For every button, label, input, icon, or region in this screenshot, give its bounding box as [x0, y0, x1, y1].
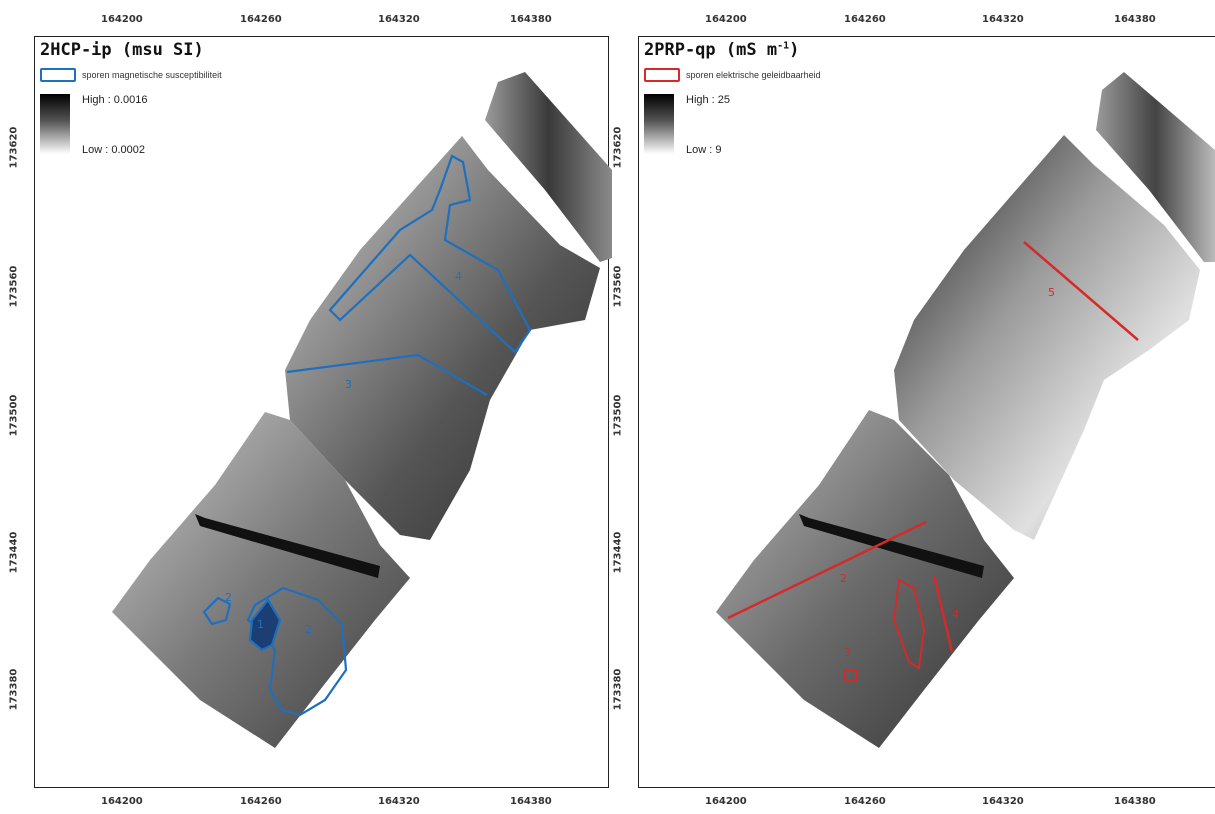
- map-panel-magnetic: 164200 164260 164320 164380 164200 16426…: [0, 0, 600, 814]
- feature-label: 2: [305, 623, 312, 636]
- survey-raster: 4 3 2 1 2: [0, 0, 600, 814]
- feature-label: 3: [844, 646, 851, 659]
- feature-label: 2: [225, 591, 232, 604]
- feature-label: 3: [345, 378, 352, 391]
- survey-raster: 5 2 4 3: [604, 0, 1215, 814]
- map-panel-conductivity: 164200 164260 164320 164380 164200 16426…: [604, 0, 1204, 814]
- feature-label: 2: [840, 572, 847, 585]
- feature-label: 4: [952, 608, 959, 621]
- feature-label: 4: [455, 270, 462, 283]
- feature-label: 1: [257, 618, 264, 631]
- feature-label: 5: [1048, 286, 1055, 299]
